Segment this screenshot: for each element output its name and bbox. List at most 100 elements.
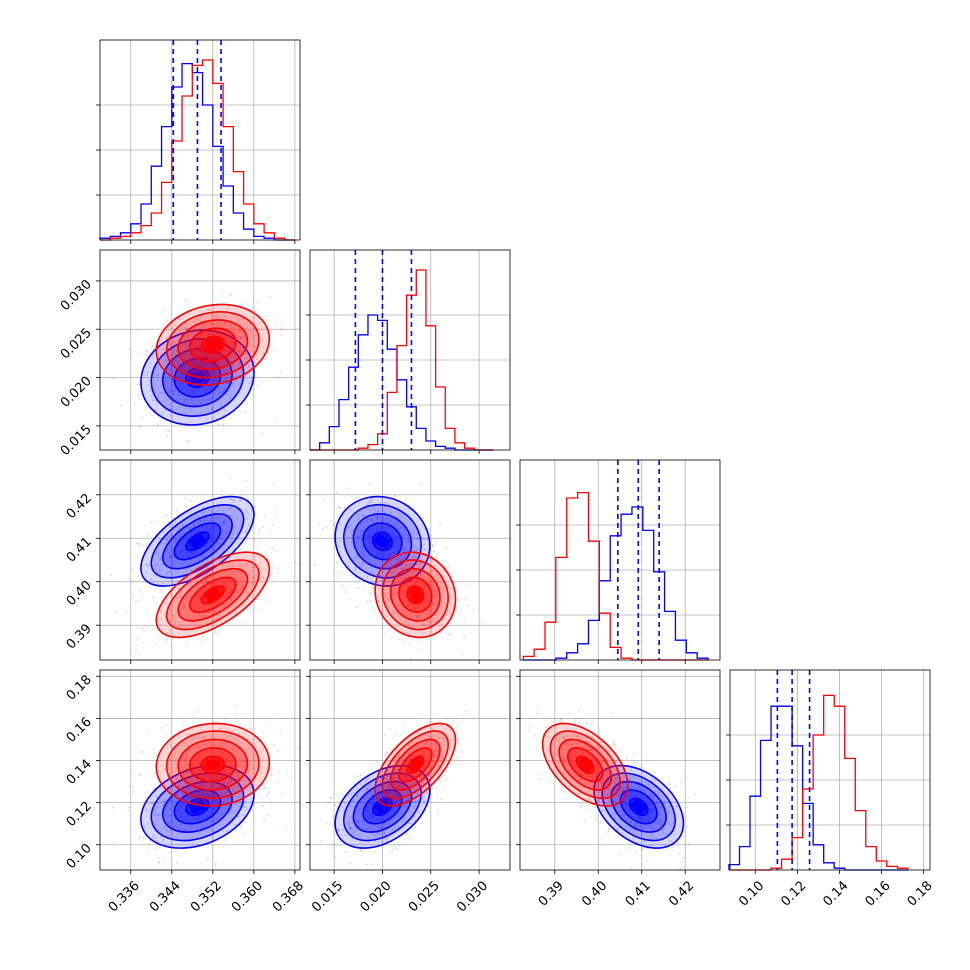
sample-point <box>277 750 279 753</box>
sample-point <box>417 617 420 620</box>
sample-point <box>224 792 227 794</box>
sample-point <box>194 769 197 772</box>
sample-point <box>248 786 251 788</box>
sample-point <box>153 808 156 811</box>
sample-point <box>138 542 141 545</box>
sample-point <box>187 744 190 747</box>
sample-point <box>380 817 383 820</box>
sample-point <box>414 581 417 584</box>
sample-point <box>221 403 223 406</box>
sample-point <box>224 721 227 724</box>
sample-point <box>262 749 265 751</box>
sample-point <box>457 764 460 766</box>
sample-point <box>368 533 371 535</box>
sample-point <box>407 637 410 640</box>
sample-point <box>431 544 434 546</box>
sample-point <box>611 771 614 774</box>
sample-point <box>236 321 239 324</box>
sample-point <box>129 332 132 334</box>
sample-point <box>225 758 227 760</box>
sample-point <box>366 793 369 796</box>
sample-point <box>371 587 374 590</box>
sample-point <box>424 611 427 614</box>
sample-point <box>116 663 118 665</box>
sample-point <box>243 377 245 380</box>
sample-point <box>213 609 216 612</box>
sample-point <box>141 751 144 754</box>
sample-point <box>190 531 193 534</box>
sample-point <box>641 796 643 799</box>
sample-point <box>431 588 433 591</box>
sample-point <box>401 585 404 588</box>
sample-point <box>227 760 230 763</box>
sample-point <box>402 595 405 598</box>
sample-point <box>171 327 174 329</box>
sample-point <box>134 601 137 604</box>
sample-point <box>212 830 215 833</box>
sample-point <box>409 822 412 825</box>
sample-point <box>425 791 428 794</box>
sample-point <box>369 807 372 810</box>
sample-point <box>179 343 182 346</box>
sample-point <box>193 615 196 618</box>
sample-point <box>344 851 347 853</box>
sample-point <box>191 367 194 370</box>
sample-point <box>223 756 226 759</box>
sample-point <box>359 523 362 526</box>
sample-point <box>174 825 177 828</box>
sample-point <box>390 786 393 789</box>
sample-point <box>251 597 254 599</box>
sample-point <box>203 604 205 607</box>
sample-point <box>193 523 196 526</box>
sample-point <box>435 573 438 576</box>
sample-point <box>229 596 232 599</box>
sample-point <box>429 765 432 768</box>
sample-point <box>224 377 226 380</box>
sample-point <box>259 562 262 564</box>
sample-point <box>413 815 416 818</box>
sample-point <box>250 359 253 362</box>
sample-point <box>437 808 439 811</box>
sample-point <box>194 322 197 325</box>
sample-point <box>198 817 201 820</box>
sample-point <box>198 399 201 401</box>
sample-point <box>220 351 223 354</box>
sample-point <box>428 774 431 777</box>
sample-point <box>394 779 397 781</box>
sample-point <box>369 599 372 602</box>
sample-point <box>204 354 207 357</box>
sample-point <box>211 363 214 365</box>
sample-point <box>642 827 645 830</box>
x-tick-label: 0.41 <box>623 878 654 909</box>
sample-point <box>417 615 420 617</box>
sample-point <box>667 812 669 815</box>
sample-point <box>406 759 409 762</box>
sample-point <box>252 576 255 579</box>
sample-point <box>456 718 458 720</box>
sample-point <box>336 571 339 574</box>
sample-point <box>630 822 633 825</box>
sample-point <box>629 821 632 823</box>
sample-point <box>187 369 190 372</box>
sample-point <box>433 742 436 744</box>
sample-point <box>391 777 394 780</box>
sample-point <box>428 793 431 796</box>
sample-point <box>415 609 418 612</box>
sample-point <box>217 361 220 364</box>
sample-point <box>394 536 397 539</box>
sample-point <box>245 806 248 809</box>
sample-point <box>171 408 174 411</box>
sample-point <box>159 609 162 612</box>
sample-point <box>239 329 241 332</box>
sample-point <box>152 834 155 837</box>
sample-point <box>360 848 362 851</box>
sample-point <box>178 381 180 384</box>
sample-point <box>431 620 433 623</box>
sample-point <box>613 782 616 785</box>
sample-point <box>187 769 190 771</box>
sample-point <box>190 601 193 604</box>
sample-point <box>234 713 237 716</box>
sample-point <box>613 817 616 819</box>
sample-point <box>209 743 212 745</box>
sample-point <box>676 818 678 821</box>
